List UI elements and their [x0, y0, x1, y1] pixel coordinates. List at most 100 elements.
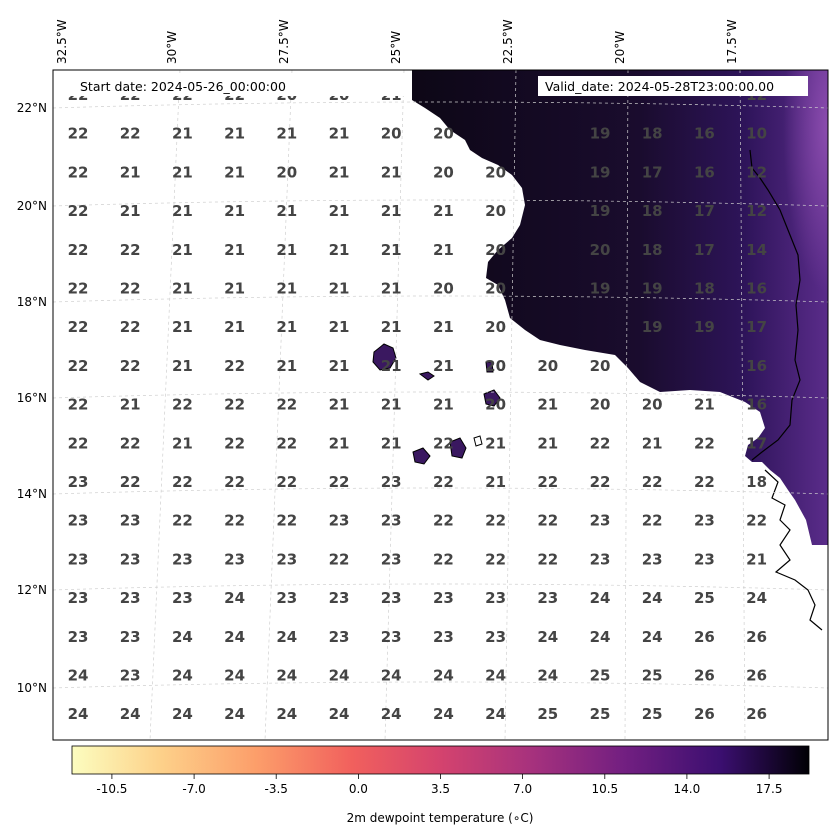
grid-value: 21 — [224, 125, 245, 143]
grid-value: 16 — [694, 163, 715, 181]
grid-value: 22 — [433, 550, 454, 568]
grid-value: 21 — [329, 202, 350, 220]
grid-value: 25 — [642, 667, 663, 685]
valid-date-label: Valid_date: 2024-05-28T23:00:00.00 — [545, 79, 774, 94]
latitude-label: 20°N — [17, 199, 47, 213]
grid-value: 23 — [329, 628, 350, 646]
colorbar-tick-label: -3.5 — [264, 782, 287, 796]
grid-value: 21 — [276, 241, 297, 259]
grid-value: 21 — [329, 125, 350, 143]
grid-value: 24 — [276, 628, 297, 646]
grid-value: 21 — [276, 357, 297, 375]
grid-value: 21 — [172, 434, 193, 452]
grid-value: 21 — [276, 125, 297, 143]
grid-value: 21 — [224, 280, 245, 298]
latitude-label: 14°N — [17, 487, 47, 501]
colorbar-tick-label: 0.0 — [349, 782, 368, 796]
grid-value: 22 — [172, 396, 193, 414]
longitude-label: 22.5°W — [501, 19, 515, 64]
grid-value: 25 — [642, 705, 663, 723]
grid-value: 22 — [68, 202, 89, 220]
valid-date-box — [538, 76, 808, 96]
grid-value: 21 — [329, 163, 350, 181]
grid-value: 22 — [694, 473, 715, 491]
island-fogo — [412, 447, 431, 465]
grid-value: 20 — [590, 241, 611, 259]
grid-value: 21 — [224, 241, 245, 259]
colorbar-tick-label: 14.0 — [674, 782, 701, 796]
grid-value: 21 — [329, 434, 350, 452]
grid-value: 18 — [642, 125, 663, 143]
longitude-label: 30°W — [165, 31, 179, 64]
grid-value: 24 — [381, 705, 402, 723]
latitude-label: 10°N — [17, 681, 47, 695]
grid-value: 22 — [537, 512, 558, 530]
latitude-label: 16°N — [17, 391, 47, 405]
grid-value: 21 — [329, 396, 350, 414]
grid-value: 25 — [537, 705, 558, 723]
grid-value: 23 — [329, 512, 350, 530]
grid-value: 21 — [433, 202, 454, 220]
grid-value: 21 — [746, 550, 767, 568]
grid-value: 22 — [276, 473, 297, 491]
grid-value: 23 — [590, 512, 611, 530]
grid-value: 22 — [590, 473, 611, 491]
grid-value: 17 — [642, 163, 663, 181]
grid-value: 24 — [381, 667, 402, 685]
grid-value: 20 — [485, 396, 506, 414]
grid-value: 21 — [329, 357, 350, 375]
grid-value: 23 — [381, 473, 402, 491]
longitude-label: 25°W — [389, 31, 403, 64]
grid-value: 22 — [694, 434, 715, 452]
grid-value: 23 — [537, 589, 558, 607]
grid-value: 17 — [746, 434, 767, 452]
grid-value: 21 — [172, 280, 193, 298]
grid-value: 19 — [590, 280, 611, 298]
grid-value: 22 — [433, 434, 454, 452]
grid-value: 24 — [433, 667, 454, 685]
latitude-labels: 22°N 20°N 18°N 16°N 14°N 12°N 10°N — [17, 101, 47, 695]
grid-value: 22 — [642, 512, 663, 530]
grid-value: 23 — [381, 512, 402, 530]
island-sal — [485, 361, 494, 373]
grid-value: 24 — [276, 705, 297, 723]
grid-value: 21 — [224, 318, 245, 336]
grid-value: 21 — [433, 357, 454, 375]
grid-value: 24 — [172, 628, 193, 646]
coastal-warm-zone — [700, 70, 828, 545]
grid-value: 21 — [172, 241, 193, 259]
grid-value: 22 — [68, 163, 89, 181]
grid-value: 24 — [329, 667, 350, 685]
grid-value: 19 — [590, 163, 611, 181]
coastline — [749, 149, 801, 461]
grid-value: 21 — [172, 125, 193, 143]
grid-value: 18 — [642, 202, 663, 220]
grid-value: 20 — [485, 202, 506, 220]
grid-value: 20 — [590, 357, 611, 375]
grid-value: 22 — [172, 512, 193, 530]
grid-value: 20 — [485, 163, 506, 181]
start-date-label: Start date: 2024-05-26_00:00:00 — [80, 79, 286, 94]
grid-value: 21 — [172, 202, 193, 220]
grid-value: 21 — [172, 318, 193, 336]
grid-value: 22 — [433, 473, 454, 491]
grid-value: 21 — [537, 434, 558, 452]
grid-value: 22 — [276, 512, 297, 530]
grid-value: 22 — [120, 125, 141, 143]
colorbar-tick-label: 10.5 — [591, 782, 618, 796]
grid-value: 20 — [537, 357, 558, 375]
grid-value: 22 — [224, 396, 245, 414]
grid-value: 12 — [746, 202, 767, 220]
grid-value: 23 — [694, 550, 715, 568]
grid-value: 24 — [224, 667, 245, 685]
grid-value: 22 — [68, 396, 89, 414]
grid-value: 24 — [433, 705, 454, 723]
grid-value: 23 — [276, 589, 297, 607]
grid-value: 20 — [433, 163, 454, 181]
grid-value: 20 — [433, 280, 454, 298]
grid-value: 23 — [68, 473, 89, 491]
grid-value: 24 — [120, 705, 141, 723]
grid-value: 26 — [746, 667, 767, 685]
grid-value: 24 — [68, 705, 89, 723]
